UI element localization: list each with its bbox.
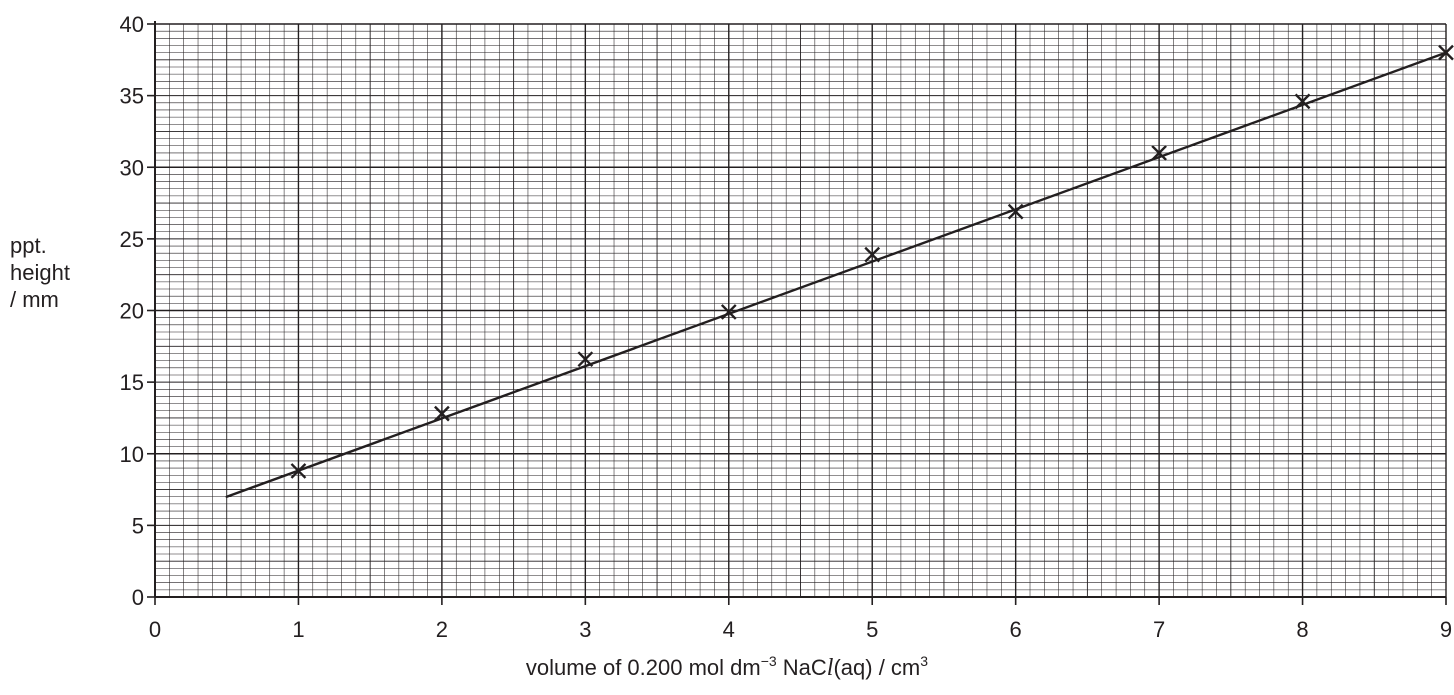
x-axis-label-exp1: −3 (760, 653, 777, 669)
y-axis-label-line2: height (10, 260, 70, 285)
x-tick-label: 1 (292, 617, 304, 642)
y-axis-label: ppt. height / mm (10, 232, 70, 313)
data-point (1151, 145, 1167, 161)
grid (154, 23, 1447, 598)
y-tick-label: 25 (120, 227, 144, 252)
ticks (147, 23, 1447, 605)
x-axis-label-mid: NaC (776, 655, 827, 680)
y-tick-label: 15 (120, 370, 144, 395)
x-tick-label: 8 (1296, 617, 1308, 642)
data-point (577, 351, 594, 368)
x-tick-label: 6 (1010, 617, 1022, 642)
data-point-stroke (720, 304, 737, 320)
data-point-stroke (1007, 203, 1024, 220)
x-axis-label-italic: l (826, 655, 834, 681)
axes (154, 21, 1446, 598)
x-tick-label: 4 (723, 617, 735, 642)
x-axis-label-exp2: 3 (920, 653, 929, 669)
data-point-stroke (434, 405, 450, 422)
y-tick-label: 20 (120, 299, 144, 324)
data-point (1294, 93, 1311, 110)
y-tick-label: 40 (120, 12, 144, 37)
y-tick-label: 35 (120, 84, 144, 109)
x-tick-label: 9 (1440, 617, 1452, 642)
y-tick-label: 5 (132, 513, 144, 538)
data-point-stroke (864, 246, 881, 263)
data-point (720, 304, 737, 320)
y-tick-label: 10 (120, 442, 144, 467)
y-axis-label-line3: / mm (10, 287, 59, 312)
x-tick-label: 2 (436, 617, 448, 642)
data-point-stroke (290, 463, 307, 479)
x-tick-label: 5 (866, 617, 878, 642)
x-tick-label: 0 (149, 617, 161, 642)
best-fit-line-segment (225, 51, 1448, 498)
x-tick-label: 3 (579, 617, 591, 642)
y-tick-label: 30 (120, 155, 144, 180)
data-point-stroke (1294, 93, 1311, 110)
x-axis-label: volume of 0.200 mol dm−3 NaCl(aq) / cm3 (0, 653, 1454, 682)
y-axis-label-line1: ppt. (10, 233, 47, 258)
x-axis-label-suffix: (aq) / cm (833, 655, 921, 680)
data-point-stroke (1438, 44, 1454, 61)
data-points (290, 44, 1454, 479)
y-tick-label: 0 (132, 585, 144, 610)
data-point (864, 246, 881, 263)
x-tick-label: 7 (1153, 617, 1165, 642)
tick-labels: 0 1 2 3 4 5 6 7 8 9 0 5 10 15 20 25 30 35 40 (120, 12, 1453, 642)
best-fit-line (225, 51, 1448, 498)
data-point (1438, 44, 1454, 61)
x-axis-label-prefix: volume of 0.200 mol dm (525, 655, 761, 680)
data-point (290, 463, 307, 479)
data-point (434, 405, 450, 422)
data-point-stroke (577, 351, 594, 368)
data-point-stroke (1151, 145, 1167, 161)
data-point (1007, 203, 1024, 220)
